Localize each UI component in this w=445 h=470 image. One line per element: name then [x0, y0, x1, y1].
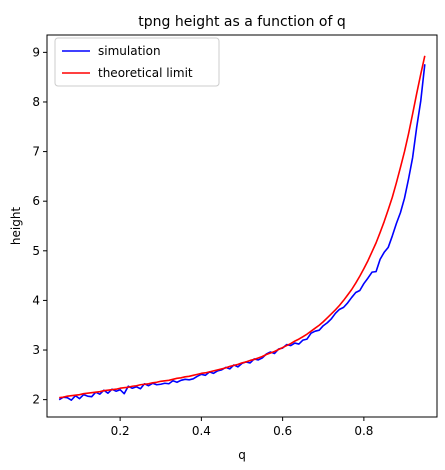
y-tick-label: 7 [32, 145, 40, 159]
x-axis-label: q [238, 448, 246, 462]
plot-frame [46, 34, 438, 418]
chart-title: tpng height as a function of q [138, 14, 345, 30]
legend-box [54, 37, 220, 87]
legend-label: simulation [98, 44, 161, 58]
legend-label: theoretical limit [98, 66, 193, 80]
legend-items: simulation theoretical limit [62, 44, 193, 80]
x-axis-ticks: 0.2 0.4 0.6 0.8 [111, 417, 373, 438]
y-tick-label: 3 [32, 343, 40, 357]
y-tick-label: 9 [32, 45, 40, 59]
y-tick-label: 4 [32, 293, 40, 307]
y-tick-label: 2 [32, 393, 40, 407]
series-line-theoretical-limit [59, 55, 426, 399]
x-tick-label: 0.2 [111, 424, 130, 438]
plot-area: 0.2 0.4 0.6 0.8 2 3 4 5 6 7 8 9 [32, 34, 438, 438]
y-axis-label: height [9, 207, 23, 246]
x-tick-label: 0.4 [192, 424, 211, 438]
y-axis-ticks: 2 3 4 5 6 7 8 9 [32, 45, 47, 407]
legend: simulation theoretical limit [54, 37, 220, 87]
x-tick-label: 0.6 [273, 424, 292, 438]
y-tick-label: 6 [32, 194, 40, 208]
series-layer [58, 55, 426, 401]
y-tick-label: 8 [32, 95, 40, 109]
x-tick-label: 0.8 [354, 424, 373, 438]
y-tick-label: 5 [32, 244, 40, 258]
